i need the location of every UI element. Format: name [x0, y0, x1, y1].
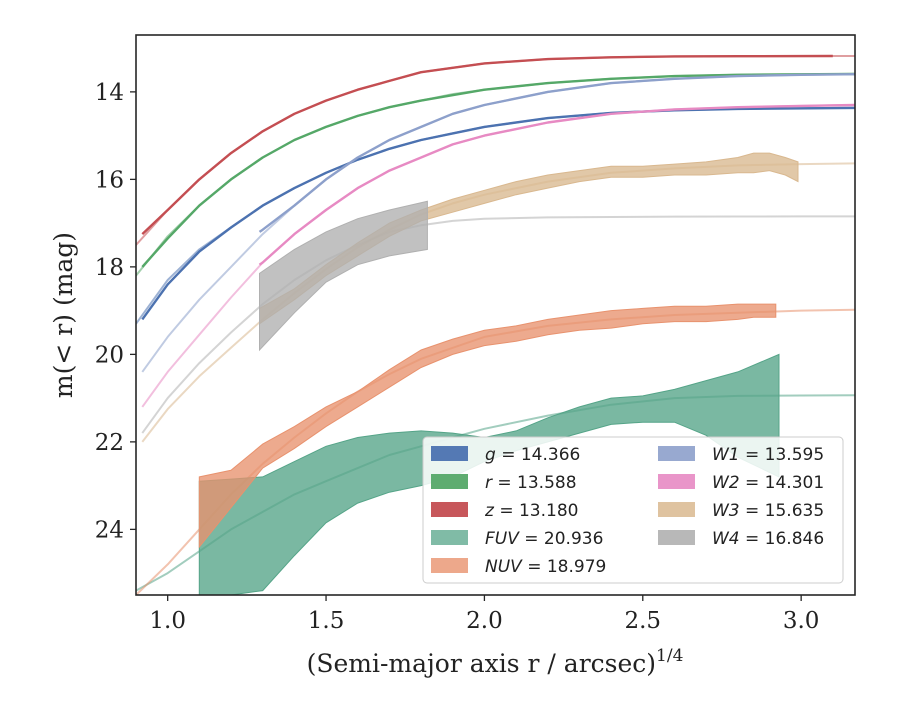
- x-tick-label: 1.0: [149, 608, 186, 634]
- y-tick-label: 22: [95, 430, 124, 456]
- data-curve-z: [141, 54, 833, 235]
- legend-label-z: z = 13.180: [484, 501, 578, 521]
- data-curve-r: [141, 72, 855, 268]
- legend-swatch-fuv: [431, 530, 468, 545]
- legend-swatch-w2: [658, 474, 695, 489]
- legend: g = 14.366 r = 13.588 z = 13.180 FUV = 2…: [422, 436, 844, 584]
- legend-label-g: g = 14.366: [485, 445, 580, 465]
- legend-swatch-nuv: [431, 558, 468, 573]
- legend-swatch-g: [431, 446, 468, 461]
- legend-label-w1: W1 = 13.595: [712, 445, 824, 465]
- x-tick-label: 2.0: [466, 608, 503, 634]
- model-curve-w1: [141, 73, 855, 373]
- x-axis-label-exponent: 1/4: [656, 646, 683, 666]
- data-curve-w1: [258, 73, 855, 233]
- legend-swatch-w3: [658, 502, 695, 517]
- x-tick-label: 2.5: [624, 608, 661, 634]
- y-tick-label: 24: [95, 517, 124, 543]
- legend-swatch-w4: [658, 530, 695, 545]
- model-curve-r: [136, 72, 855, 277]
- legend-label-fuv: FUV = 20.936: [485, 529, 603, 549]
- legend-label-r: r = 13.588: [485, 473, 577, 493]
- data-curve-w2: [258, 103, 855, 266]
- model-curve-w2: [141, 104, 855, 408]
- legend-label-w3: W3 = 15.635: [712, 501, 824, 521]
- data-band-w4: [259, 200, 428, 352]
- y-tick-label: 20: [95, 342, 124, 368]
- plot-frame: [135, 34, 856, 596]
- y-tick-label: 16: [95, 167, 124, 193]
- y-tick-label: 18: [95, 255, 124, 281]
- legend-swatch-z: [431, 502, 468, 517]
- legend-frame: [422, 436, 844, 584]
- series-layer: [136, 54, 855, 595]
- data-band-nuv: [198, 303, 777, 549]
- legend-swatch-w1: [658, 446, 695, 461]
- y-tick-label: 14: [95, 80, 124, 106]
- x-axis-label: (Semi-major axis r / arcsec)1/4: [307, 646, 684, 678]
- legend-label-w4: W4 = 16.846: [712, 529, 824, 549]
- legend-label-w2: W2 = 14.301: [712, 473, 824, 493]
- y-axis-label: m(< r) (mag): [49, 232, 78, 398]
- x-tick-label: 3.0: [783, 608, 820, 634]
- legend-swatch-r: [431, 474, 468, 489]
- x-tick-label: 1.5: [308, 608, 345, 634]
- ticks-layer: 1.0 1.5 2.0 2.5 3.0 14 16 18 20 22 24: [95, 80, 820, 634]
- legend-label-nuv: NUV = 18.979: [485, 557, 606, 577]
